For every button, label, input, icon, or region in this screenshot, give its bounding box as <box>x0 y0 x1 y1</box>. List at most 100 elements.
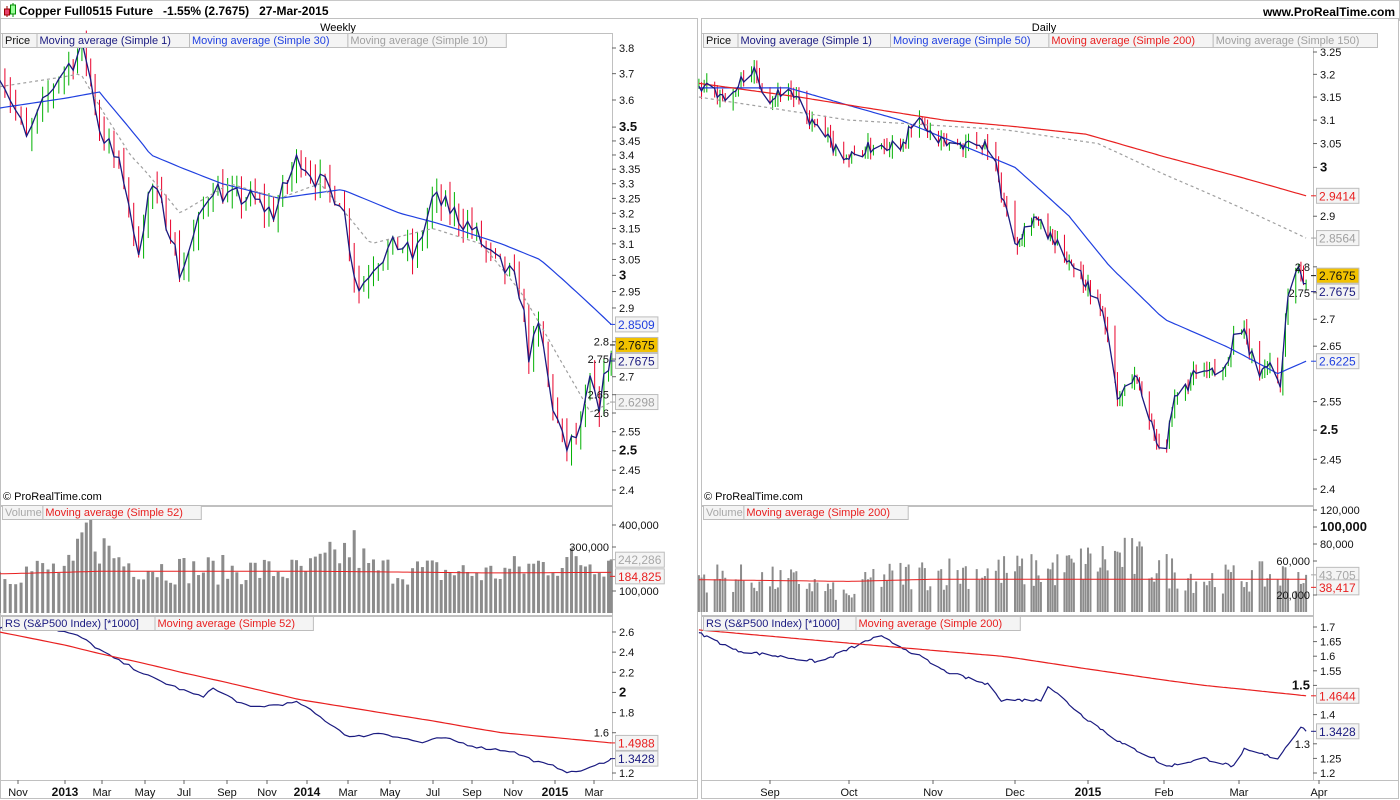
volume-bar <box>1258 561 1261 612</box>
volume-bar <box>244 580 248 613</box>
volume-bar <box>1227 569 1230 612</box>
volume-bar <box>1082 579 1085 612</box>
rs-ma-value-label: 1.4644 <box>1311 687 1360 704</box>
volume-bar <box>1232 565 1235 612</box>
chart-date: 27-Mar-2015 <box>259 4 329 18</box>
volume-bar <box>1030 554 1033 612</box>
volume-bar <box>62 565 66 613</box>
volume-bar <box>1248 591 1251 612</box>
volume-legend-item: Moving average (Simple 52) <box>42 505 202 520</box>
volume-bar <box>721 570 724 612</box>
volume-bar <box>249 562 253 613</box>
last-price-label-box <box>1316 267 1360 284</box>
volume-bar <box>1000 582 1003 612</box>
volume-bar <box>435 562 439 613</box>
site-link[interactable]: www.ProRealTime.com <box>1262 5 1395 19</box>
price-legend-item: Price <box>703 33 739 48</box>
price-tick-label: 2.8 <box>1295 262 1310 274</box>
ma1-value-label-box <box>615 352 659 369</box>
volume-bar <box>1084 563 1087 612</box>
volume-bar <box>891 570 894 612</box>
copyright-daily: © ProRealTime.com <box>704 491 803 503</box>
ma50-value-label-box <box>1316 353 1360 370</box>
volume-bar <box>323 552 327 613</box>
volume-bar <box>1104 559 1107 612</box>
price-legend-item-label: Moving average (Simple 1) <box>40 35 171 47</box>
timeframe-panel-frame <box>701 18 1399 799</box>
volume-bar <box>740 564 743 612</box>
rs-tick-label: 1.3 <box>1295 739 1310 751</box>
volume-bar <box>0 571 2 613</box>
volume-legend-item-label: Volume <box>706 507 743 519</box>
x-tick-label: Nov <box>503 787 523 799</box>
volume-bar <box>1113 550 1116 612</box>
price-tick-label: 2.7 <box>619 372 634 384</box>
volume-ma-value-label-text: 38,417 <box>1319 581 1356 595</box>
ma10-value-label-box <box>615 394 659 411</box>
volume-bar <box>1205 585 1208 612</box>
volume-ma-value-label: 184,825 <box>610 568 665 585</box>
price-tick-label: 2.65 <box>1320 341 1341 353</box>
price-legend-item-label: Price <box>5 35 30 47</box>
volume-bar <box>347 557 351 613</box>
volume-bar <box>904 566 907 612</box>
volume-bar <box>945 585 948 612</box>
volume-bar <box>221 554 225 613</box>
volume-bar <box>1018 566 1021 612</box>
ma150-value-label-box <box>1316 230 1360 247</box>
volume-bar <box>401 579 405 613</box>
volume-bar <box>295 560 299 613</box>
ma150-line <box>698 96 1307 239</box>
ma30-line <box>0 91 612 325</box>
volume-bar <box>902 584 905 612</box>
volume-bar <box>975 569 978 612</box>
price-tick-label: 3.45 <box>619 136 640 148</box>
last-price-label-box <box>615 336 659 353</box>
volume-value-label-text: 43,705 <box>1319 568 1356 582</box>
x-tick-label: Mar <box>1230 787 1249 799</box>
price-tick-label: 3.7 <box>619 69 634 81</box>
x-tick-label: Mar <box>339 787 358 799</box>
volume-bar <box>1305 574 1308 612</box>
price-legend-item-box <box>347 33 507 48</box>
ma50-line <box>698 87 1307 375</box>
rs-tick-label: 1.8 <box>619 708 634 720</box>
volume-bar <box>795 571 798 612</box>
volume-bar <box>1268 574 1271 612</box>
volume-bar <box>1208 580 1211 612</box>
volume-bar <box>406 584 410 613</box>
price-tick-label: 2.4 <box>1320 484 1335 496</box>
volume-bar <box>1302 583 1305 612</box>
ma1-value-label: 2.7675 <box>610 352 659 369</box>
volume-bar <box>235 572 239 613</box>
volume-bar <box>51 563 55 613</box>
price-tick-label: 3.35 <box>619 164 640 176</box>
volume-tick-label: 300,000 <box>569 542 609 554</box>
volume-bar <box>527 563 531 613</box>
volume-bar <box>1070 558 1073 612</box>
volume-bar <box>117 557 121 613</box>
x-tick-label: Jul <box>426 787 440 799</box>
rs-value-label-text: 1.3428 <box>618 752 655 766</box>
volume-bar <box>1192 592 1195 612</box>
volume-bar <box>169 582 173 613</box>
rs-legend-item-box <box>154 616 314 631</box>
volume-bar <box>597 573 601 613</box>
volume-bar <box>290 559 294 613</box>
volume-bar <box>1037 575 1040 612</box>
volume-bar <box>328 541 332 613</box>
rs-legend-item: Moving average (Simple 200) <box>855 616 1021 631</box>
volume-bar <box>1063 572 1066 612</box>
chart-header: Copper Full0515 Future -1.55% (2.7675) 2… <box>0 0 1400 21</box>
volume-bar <box>304 571 308 613</box>
ma1-line <box>698 65 1307 450</box>
volume-legend-item-label: Moving average (Simple 52) <box>45 507 183 519</box>
volume-bar <box>921 562 924 612</box>
volume-bar <box>272 576 276 613</box>
volume-bar <box>57 572 61 613</box>
volume-bar <box>1054 585 1057 612</box>
x-tick-label: Nov <box>8 787 28 799</box>
volume-bar <box>357 567 361 613</box>
price-tick-label: 2.45 <box>1320 454 1341 466</box>
